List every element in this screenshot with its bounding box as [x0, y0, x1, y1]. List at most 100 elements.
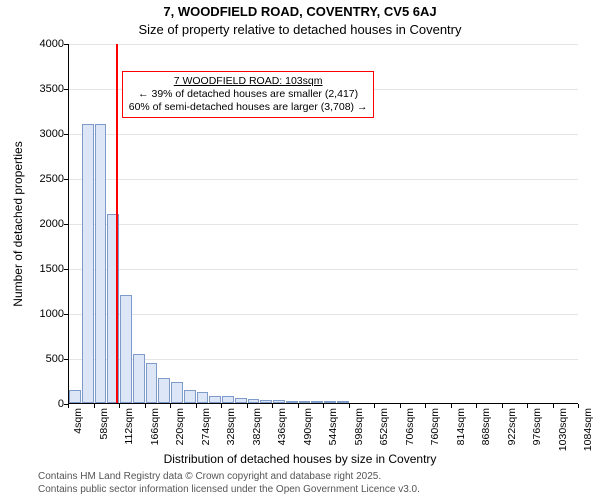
y-tick-label: 0	[4, 398, 64, 410]
histogram-bar	[260, 400, 272, 403]
histogram-bar	[209, 396, 221, 403]
plot-area: 7 WOODFIELD ROAD: 103sqm← 39% of detache…	[68, 44, 578, 404]
histogram-bar	[69, 390, 81, 404]
x-tick-label: 706sqm	[404, 408, 416, 445]
grid-line	[69, 359, 578, 360]
y-tick-label: 3000	[4, 128, 64, 140]
footer-attribution: Contains HM Land Registry data © Crown c…	[38, 471, 420, 496]
x-tick-label: 544sqm	[327, 408, 339, 445]
grid-line	[69, 224, 578, 225]
histogram-bar	[146, 363, 158, 404]
y-tick-mark	[64, 359, 68, 360]
x-tick-label: 814sqm	[455, 408, 467, 445]
histogram-bar	[184, 390, 196, 404]
x-tick-label: 1030sqm	[557, 408, 569, 451]
x-axis-label: Distribution of detached houses by size …	[0, 452, 600, 466]
footer-line1: Contains HM Land Registry data © Crown c…	[38, 471, 420, 484]
histogram-bar	[82, 124, 94, 403]
x-tick-label: 382sqm	[251, 408, 263, 445]
marker-line	[116, 44, 118, 403]
x-tick-label: 112sqm	[123, 408, 135, 445]
y-tick-mark	[64, 314, 68, 315]
histogram-bar	[235, 398, 247, 403]
x-tick-mark	[400, 404, 401, 408]
x-tick-mark	[578, 404, 579, 408]
y-tick-label: 4000	[4, 38, 64, 50]
histogram-bar	[120, 295, 132, 403]
x-tick-label: 868sqm	[480, 408, 492, 445]
x-tick-mark	[94, 404, 95, 408]
grid-line	[69, 269, 578, 270]
y-tick-mark	[64, 224, 68, 225]
x-tick-mark	[298, 404, 299, 408]
histogram-bar	[197, 392, 209, 403]
annotation-line: 60% of semi-detached houses are larger (…	[129, 101, 368, 114]
histogram-bar	[222, 396, 234, 403]
chart-title-line1: 7, WOODFIELD ROAD, COVENTRY, CV5 6AJ	[0, 4, 600, 19]
x-tick-mark	[145, 404, 146, 408]
x-tick-label: 1084sqm	[582, 408, 594, 451]
x-tick-label: 58sqm	[98, 408, 110, 440]
grid-line	[69, 179, 578, 180]
y-tick-mark	[64, 179, 68, 180]
x-tick-mark	[425, 404, 426, 408]
x-tick-label: 652sqm	[378, 408, 390, 445]
chart-container: 7, WOODFIELD ROAD, COVENTRY, CV5 6AJ Siz…	[0, 0, 600, 500]
x-tick-mark	[527, 404, 528, 408]
x-tick-mark	[451, 404, 452, 408]
histogram-bar	[324, 401, 336, 403]
x-tick-label: 760sqm	[429, 408, 441, 445]
x-tick-mark	[119, 404, 120, 408]
x-tick-mark	[68, 404, 69, 408]
y-tick-mark	[64, 89, 68, 90]
x-tick-label: 490sqm	[302, 408, 314, 445]
x-tick-label: 220sqm	[174, 408, 186, 445]
x-tick-label: 328sqm	[225, 408, 237, 445]
histogram-bar	[248, 399, 260, 404]
chart-title-line2: Size of property relative to detached ho…	[0, 22, 600, 37]
x-tick-label: 922sqm	[506, 408, 518, 445]
x-tick-label: 598sqm	[353, 408, 365, 445]
x-tick-mark	[476, 404, 477, 408]
x-tick-label: 436sqm	[276, 408, 288, 445]
grid-line	[69, 314, 578, 315]
y-tick-label: 500	[4, 353, 64, 365]
y-tick-label: 1500	[4, 263, 64, 275]
x-tick-mark	[272, 404, 273, 408]
grid-line	[69, 44, 578, 45]
x-tick-mark	[247, 404, 248, 408]
x-tick-label: 976sqm	[531, 408, 543, 445]
histogram-bar	[158, 378, 170, 403]
y-tick-label: 3500	[4, 83, 64, 95]
x-tick-mark	[323, 404, 324, 408]
histogram-bar	[133, 354, 145, 404]
y-tick-label: 2500	[4, 173, 64, 185]
annotation-line: ← 39% of detached houses are smaller (2,…	[129, 88, 368, 101]
y-tick-label: 2000	[4, 218, 64, 230]
x-tick-label: 166sqm	[149, 408, 161, 445]
y-tick-mark	[64, 134, 68, 135]
y-tick-label: 1000	[4, 308, 64, 320]
histogram-bar	[286, 401, 298, 403]
footer-line2: Contains public sector information licen…	[38, 484, 420, 497]
histogram-bar	[273, 400, 285, 403]
x-tick-mark	[374, 404, 375, 408]
x-tick-mark	[502, 404, 503, 408]
y-tick-mark	[64, 44, 68, 45]
x-tick-label: 4sqm	[72, 408, 84, 434]
annotation-line: 7 WOODFIELD ROAD: 103sqm	[129, 75, 368, 88]
x-tick-mark	[196, 404, 197, 408]
histogram-bar	[299, 401, 311, 403]
x-tick-mark	[221, 404, 222, 408]
x-tick-mark	[170, 404, 171, 408]
histogram-bar	[171, 382, 183, 403]
grid-line	[69, 134, 578, 135]
x-tick-label: 274sqm	[200, 408, 212, 445]
histogram-bar	[311, 401, 323, 403]
y-tick-mark	[64, 269, 68, 270]
histogram-bar	[337, 401, 349, 403]
annotation-box: 7 WOODFIELD ROAD: 103sqm← 39% of detache…	[122, 71, 375, 118]
histogram-bar	[95, 124, 107, 403]
x-tick-mark	[553, 404, 554, 408]
x-tick-mark	[349, 404, 350, 408]
